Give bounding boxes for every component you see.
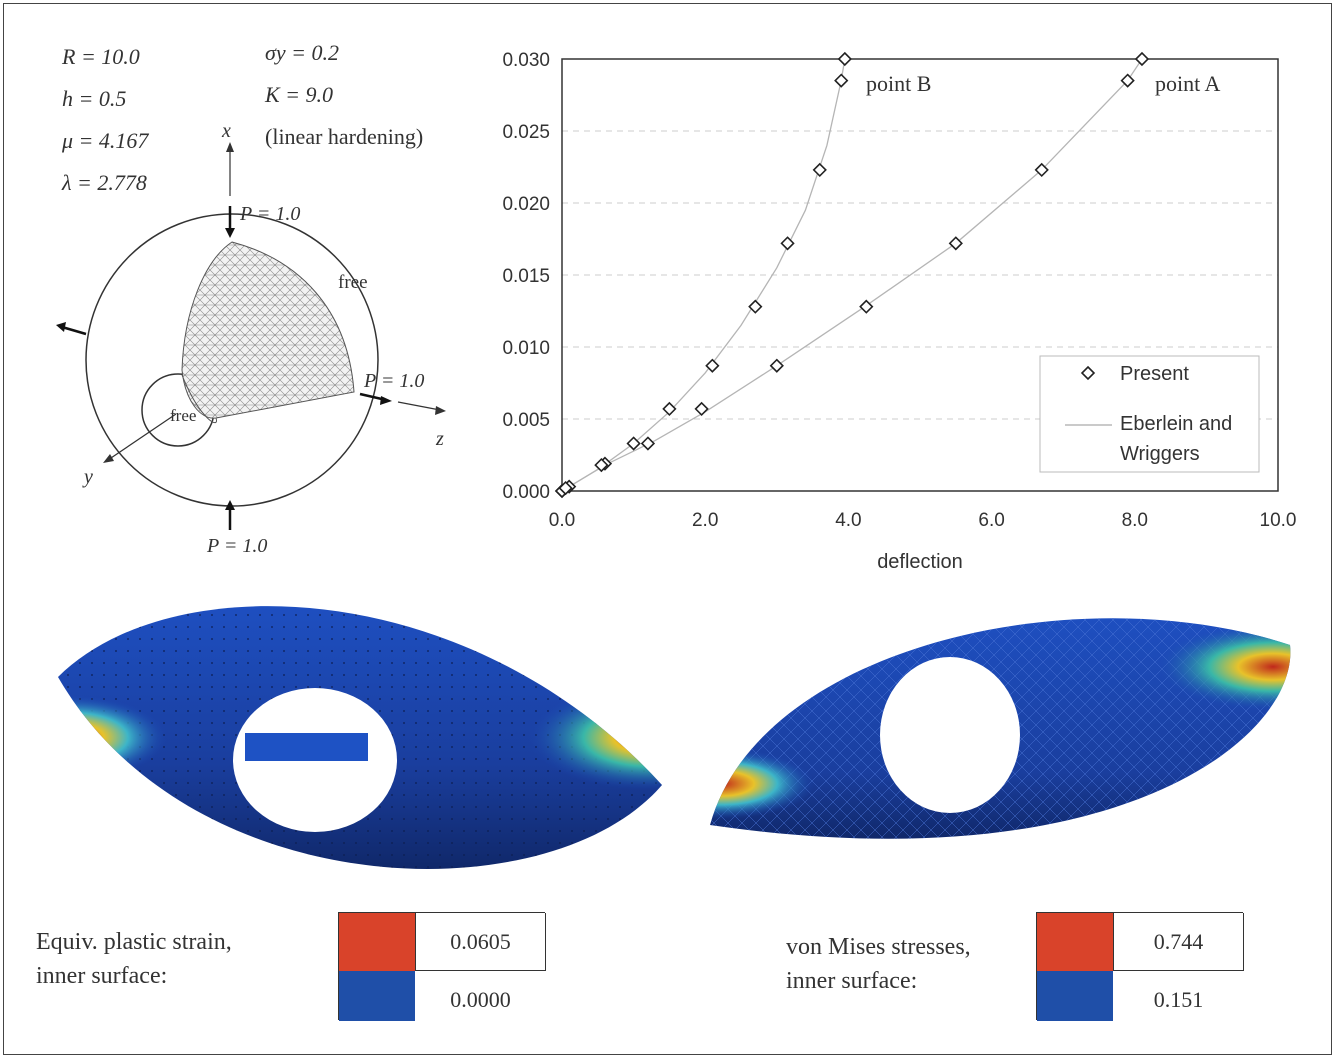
von-mises-caption-line2: inner surface: [786, 968, 918, 994]
load-label-top: P = 1.0 [240, 203, 301, 225]
free-label-outer: free [338, 272, 368, 293]
plastic-strain-contour [58, 606, 662, 869]
y-axis-label: load [470, 257, 475, 295]
param-hardening: K = 9.0 [265, 82, 334, 107]
left-arrow [61, 325, 87, 336]
param-mu: μ = 4.167 [62, 128, 149, 153]
load-label-bottom: P = 1.0 [207, 535, 268, 557]
y-tick-label: 0.005 [502, 410, 550, 431]
data-point-marker [594, 457, 609, 473]
chart-lines [561, 58, 1143, 492]
data-point-marker [705, 358, 720, 373]
data-point-marker [948, 236, 963, 251]
param-radius: R = 10.0 [62, 44, 140, 69]
von-mises-caption: von Mises stresses, inner surface: [786, 930, 971, 998]
data-point-marker [769, 358, 784, 373]
legend1-min-swatch [339, 971, 415, 1021]
y-tick-label: 0.010 [502, 338, 550, 359]
chart-ticks: 0.000 0.005 0.010 0.015 0.020 0.025 0.030 0.0 2.… [502, 50, 1296, 531]
von-mises-caption-line1: von Mises stresses, [786, 934, 971, 960]
legend1-max-swatch [339, 913, 415, 971]
x-tick-label: 2.0 [692, 510, 718, 531]
data-point-marker [662, 401, 677, 417]
legend1-min-value: 0.0000 [450, 987, 511, 1012]
load-deflection-chart: 0.000 0.005 0.010 0.015 0.020 0.025 0.030 0.0 2.… [470, 50, 1296, 573]
param-hardening-type: (linear hardening) [265, 124, 424, 149]
data-point-marker [780, 236, 795, 251]
x-tick-label: 6.0 [978, 510, 1004, 531]
x-tick-label: 8.0 [1122, 510, 1148, 531]
legend-label-reference: Eberlein and Wriggers [1120, 413, 1232, 465]
geometry-diagram [56, 142, 446, 530]
legend-marker-present [1080, 365, 1096, 381]
z-axis-arrow [397, 401, 441, 411]
data-point-marker [748, 299, 763, 314]
von-mises-legend: 0.744 0.151 [1036, 912, 1244, 1021]
plot-area [561, 58, 1279, 492]
data-point-marker [1034, 162, 1049, 178]
legend-label-present: Present [1120, 363, 1189, 385]
material-params-right: σy = 0.2 K = 9.0 (linear hardening) [265, 32, 423, 158]
data-point-marker [859, 299, 874, 314]
reference-curve [561, 58, 1143, 492]
plastic-strain-legend: 0.0605 0.0000 [338, 912, 546, 1021]
figure-frame [3, 3, 1332, 1055]
data-point-marker [626, 436, 641, 451]
plastic-strain-caption: Equiv. plastic strain, inner surface: [36, 925, 232, 993]
chart-markers [554, 51, 1150, 499]
plastic-strain-caption-line2: inner surface: [36, 963, 168, 989]
data-point-marker [558, 480, 573, 496]
x-tick-label: 4.0 [835, 510, 861, 531]
axis-label-y: y [84, 466, 93, 488]
data-point-marker [1120, 73, 1135, 88]
data-point-marker [834, 73, 849, 88]
annotation-point-a: point A [1155, 71, 1221, 96]
load-label-right: P = 1.0 [364, 370, 425, 392]
data-point-marker [837, 51, 852, 67]
mesh-quarter [181, 241, 355, 419]
y-tick-label: 0.000 [502, 482, 550, 503]
axis-label-z: z [436, 428, 444, 450]
material-params-left: R = 10.0 h = 0.5 μ = 4.167 λ = 2.778 [62, 36, 148, 204]
param-thickness: h = 0.5 [62, 86, 127, 111]
reference-curve [561, 58, 846, 492]
data-point-marker [1134, 51, 1150, 67]
legend2-max-swatch [1037, 913, 1113, 971]
legend2-min-swatch [1037, 971, 1113, 1021]
chart-legend: Present Eberlein and Wriggers [1039, 355, 1260, 473]
x-tick-label: 10.0 [1260, 510, 1297, 531]
x-axis-label: deflection [877, 551, 963, 573]
y-axis-arrow [107, 413, 177, 461]
x-tick-label: 0.0 [549, 510, 575, 531]
data-point-marker [812, 162, 827, 178]
y-tick-label: 0.015 [502, 266, 550, 287]
legend1-max-value: 0.0605 [450, 929, 511, 954]
param-lambda: λ = 2.778 [62, 170, 147, 195]
param-yield: σy = 0.2 [265, 40, 339, 65]
axis-label-x: x [222, 120, 231, 142]
data-point-marker [694, 401, 709, 417]
annotation-point-b: point B [866, 71, 931, 96]
legend2-max-value: 0.744 [1153, 929, 1204, 954]
legend2-min-value: 0.151 [1153, 987, 1204, 1012]
von-mises-contour [710, 618, 1291, 839]
y-tick-label: 0.020 [502, 194, 550, 215]
y-tick-label: 0.025 [502, 122, 550, 143]
data-point-marker [640, 436, 656, 451]
free-label-inner: free [170, 406, 197, 425]
plastic-strain-caption-line1: Equiv. plastic strain, [36, 929, 232, 955]
y-tick-label: 0.030 [502, 50, 550, 71]
